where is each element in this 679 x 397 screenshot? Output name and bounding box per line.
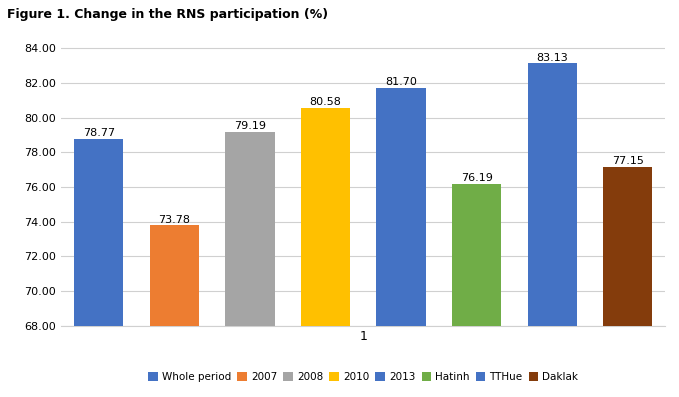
Bar bbox=[225, 132, 274, 397]
Text: 80.58: 80.58 bbox=[310, 97, 342, 107]
Bar bbox=[150, 225, 199, 397]
Bar bbox=[301, 108, 350, 397]
Text: 76.19: 76.19 bbox=[460, 173, 492, 183]
Bar bbox=[528, 64, 576, 397]
Bar bbox=[603, 167, 653, 397]
Text: Figure 1. Change in the RNS participation (%): Figure 1. Change in the RNS participatio… bbox=[7, 8, 328, 21]
Text: 83.13: 83.13 bbox=[536, 52, 568, 63]
Bar bbox=[376, 88, 426, 397]
Text: 81.70: 81.70 bbox=[385, 77, 417, 87]
Text: 77.15: 77.15 bbox=[612, 156, 644, 166]
Text: 79.19: 79.19 bbox=[234, 121, 266, 131]
Bar bbox=[452, 184, 501, 397]
Text: 73.78: 73.78 bbox=[158, 214, 190, 225]
Legend: Whole period, 2007, 2008, 2010, 2013, Hatinh, TTHue, Daklak: Whole period, 2007, 2008, 2010, 2013, Ha… bbox=[144, 368, 583, 386]
Text: 78.77: 78.77 bbox=[83, 128, 115, 138]
Bar bbox=[74, 139, 124, 397]
